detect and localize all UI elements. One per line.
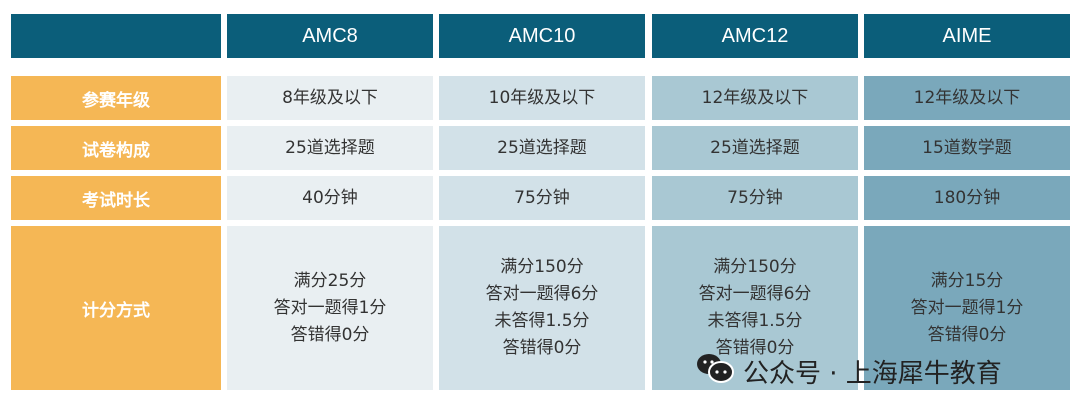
- table-cell: 75分钟: [652, 176, 858, 220]
- column-header-text: AMC8: [302, 24, 358, 47]
- row-label: 参赛年级: [11, 76, 221, 120]
- table-cell-text: 满分15分 答对一题得1分 答错得0分: [910, 270, 1024, 345]
- row-label: 试卷构成: [11, 126, 221, 170]
- wechat-icon: [695, 352, 735, 391]
- table-cell: 25道选择题: [227, 126, 433, 170]
- table-cell-text: 25道选择题: [285, 137, 375, 158]
- table-cell: 40分钟: [227, 176, 433, 220]
- table-cell-text: 15道数学题: [922, 137, 1012, 158]
- watermark: 公众号 · 上海犀牛教育: [695, 352, 1002, 391]
- table-cell-text: 75分钟: [514, 187, 570, 208]
- table-cell-text: 180分钟: [933, 187, 1001, 208]
- table-cell-text: 满分150分 答对一题得6分 未答得1.5分 答错得0分: [485, 257, 599, 358]
- table-cell: 满分15分 答对一题得1分 答错得0分: [864, 226, 1070, 390]
- table-cell-text: 12年级及以下: [701, 87, 809, 108]
- column-header: AMC10: [439, 14, 645, 58]
- table-cell-text: 10年级及以下: [488, 87, 596, 108]
- table-cell: 8年级及以下: [227, 76, 433, 120]
- table-cell-text: 25道选择题: [710, 137, 800, 158]
- row-label-text: 计分方式: [82, 300, 150, 321]
- column-header-text: AIME: [942, 24, 992, 47]
- table-cell: 满分25分 答对一题得1分 答错得0分: [227, 226, 433, 390]
- table-cell: 25道选择题: [652, 126, 858, 170]
- row-label: 考试时长: [11, 176, 221, 220]
- table-cell: 180分钟: [864, 176, 1070, 220]
- table-cell: 满分150分 答对一题得6分 未答得1.5分 答错得0分: [652, 226, 858, 390]
- table-cell-text: 满分150分 答对一题得6分 未答得1.5分 答错得0分: [698, 257, 812, 358]
- table-cell-text: 40分钟: [302, 187, 358, 208]
- column-header-text: AMC12: [721, 24, 789, 47]
- column-header: AMC12: [652, 14, 858, 58]
- column-header-text: AMC10: [508, 24, 576, 47]
- header-corner: [11, 14, 221, 58]
- table-cell: 12年级及以下: [864, 76, 1070, 120]
- table-cell: 满分150分 答对一题得6分 未答得1.5分 答错得0分: [439, 226, 645, 390]
- table-cell-text: 满分25分 答对一题得1分 答错得0分: [273, 270, 387, 345]
- table-cell: 12年级及以下: [652, 76, 858, 120]
- column-header: AMC8: [227, 14, 433, 58]
- table-cell: 15道数学题: [864, 126, 1070, 170]
- column-header: AIME: [864, 14, 1070, 58]
- table-cell: 25道选择题: [439, 126, 645, 170]
- row-label-text: 参赛年级: [82, 90, 150, 111]
- row-label: 计分方式: [11, 226, 221, 390]
- table-cell-text: 75分钟: [727, 187, 783, 208]
- row-label-text: 考试时长: [82, 190, 150, 211]
- watermark-text: 公众号 · 上海犀牛教育: [743, 359, 1002, 389]
- table-cell: 10年级及以下: [439, 76, 645, 120]
- table-cell: 75分钟: [439, 176, 645, 220]
- table-cell-text: 25道选择题: [497, 137, 587, 158]
- table-cell-text: 8年级及以下: [282, 87, 378, 108]
- row-label-text: 试卷构成: [82, 140, 150, 161]
- table-cell-text: 12年级及以下: [913, 87, 1021, 108]
